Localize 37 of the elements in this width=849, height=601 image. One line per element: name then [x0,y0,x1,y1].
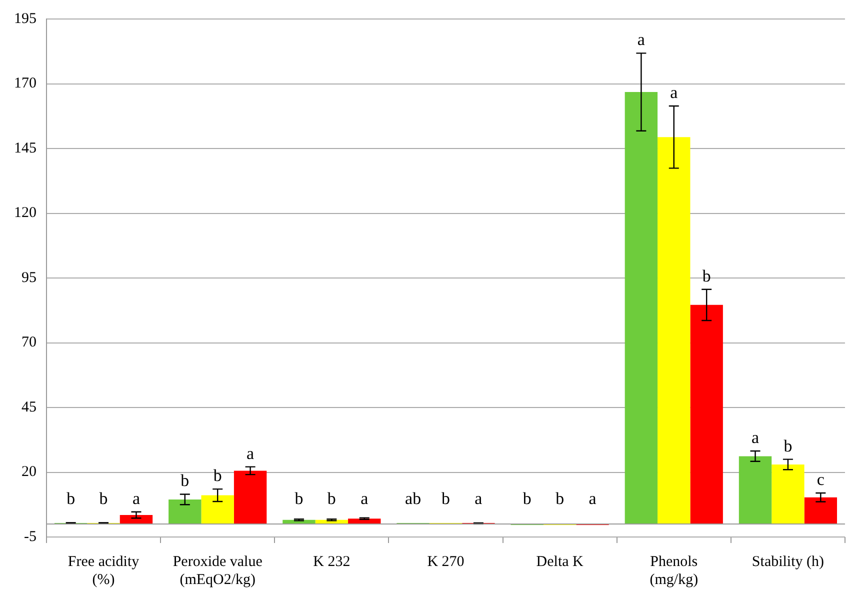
data-label: a [360,489,369,508]
data-label: a [474,489,483,508]
data-label: b [784,436,792,456]
data-label: b [522,489,532,508]
data-label: b [99,489,108,508]
x-tick-label: K 232 [313,554,350,570]
data-label: a [588,489,597,508]
data-label: a [670,82,678,102]
y-tick-label: 120 [14,205,36,222]
data-label: ab [405,489,422,508]
y-tick-label: -5 [24,528,36,545]
data-label: b [213,466,222,486]
y-tick-label: 195 [14,10,36,27]
y-tick-label: 170 [14,76,36,92]
y-tick-label: 20 [22,464,36,480]
y-tick-label: 70 [22,334,36,351]
x-tick-label: Stability (h) [752,554,824,570]
data-label: b [442,489,450,508]
x-tick-label: K 270 [427,554,464,570]
data-label: a [637,30,646,50]
data-label: a [751,428,760,447]
y-tick-label: 95 [22,270,36,286]
x-tick-label: Free acidity (%) [68,554,140,588]
data-label: b [702,266,711,286]
data-label: a [246,444,255,463]
data-label: b [556,489,564,508]
data-label: b [327,489,336,508]
y-tick-label: 45 [22,399,36,416]
data-label: c [816,470,825,489]
x-tick-label: Peroxide value (mEqO2/kg) [172,554,263,588]
data-label: b [66,489,76,508]
x-tick-label: Delta K [536,554,584,570]
data-label: b [180,471,190,490]
x-tick-label: Phenols (mg/kg) [650,554,698,588]
data-label: b [294,489,304,508]
data-label: a [132,488,140,508]
y-tick-label: 145 [14,140,36,156]
